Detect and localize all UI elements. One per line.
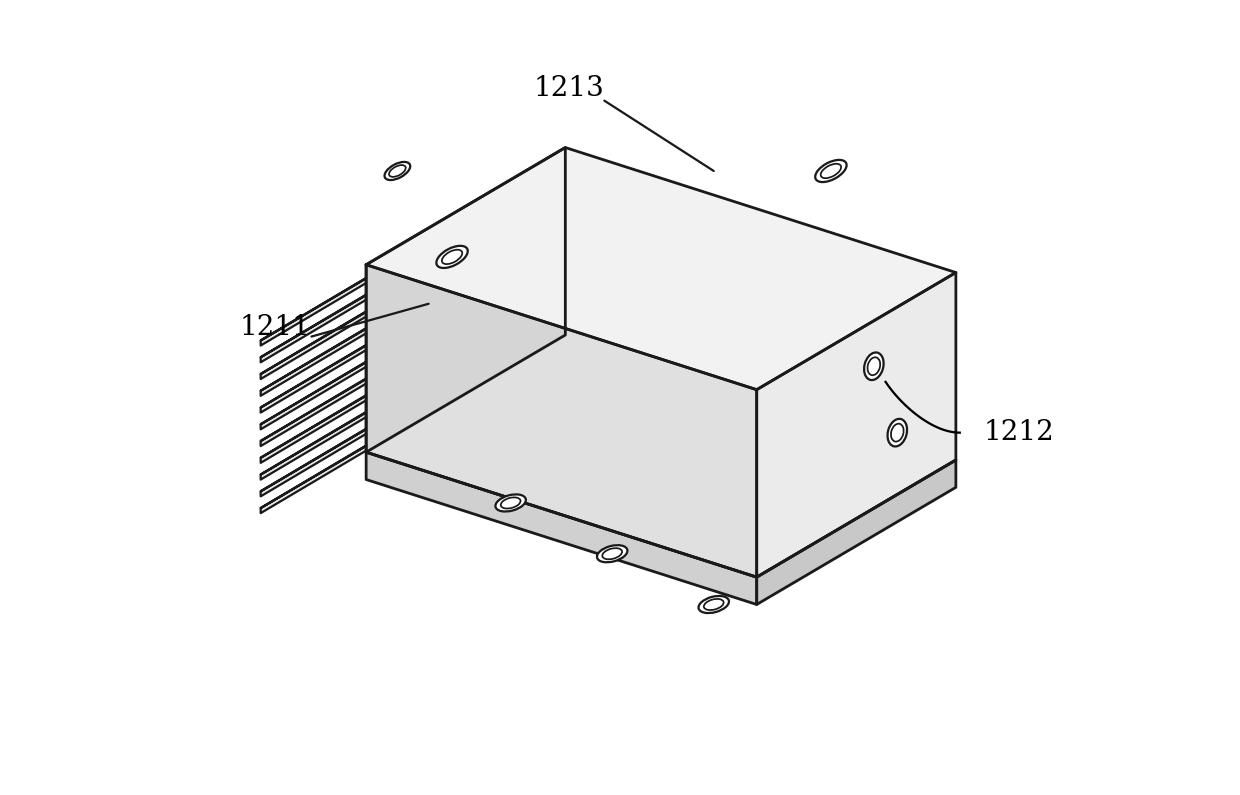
Ellipse shape: [596, 545, 627, 562]
Polygon shape: [366, 265, 756, 577]
Polygon shape: [260, 328, 565, 508]
Polygon shape: [260, 211, 565, 391]
Polygon shape: [260, 228, 565, 408]
Polygon shape: [260, 362, 366, 429]
Polygon shape: [260, 278, 366, 346]
Polygon shape: [260, 312, 366, 379]
Polygon shape: [260, 312, 565, 491]
Ellipse shape: [864, 352, 884, 380]
Ellipse shape: [888, 419, 906, 447]
Polygon shape: [260, 445, 366, 513]
Polygon shape: [260, 378, 366, 446]
Polygon shape: [260, 395, 366, 463]
Text: 1211: 1211: [239, 314, 310, 341]
Ellipse shape: [496, 494, 526, 511]
Polygon shape: [260, 295, 366, 363]
Polygon shape: [260, 295, 565, 475]
Polygon shape: [366, 148, 565, 452]
Ellipse shape: [384, 162, 410, 180]
Polygon shape: [366, 148, 956, 390]
Polygon shape: [260, 429, 366, 496]
Text: 1212: 1212: [983, 419, 1054, 446]
Polygon shape: [260, 194, 565, 374]
Polygon shape: [756, 273, 956, 577]
Ellipse shape: [815, 160, 847, 182]
Polygon shape: [260, 262, 565, 441]
Polygon shape: [260, 278, 565, 458]
Polygon shape: [260, 412, 366, 479]
Polygon shape: [260, 177, 565, 357]
Ellipse shape: [698, 596, 729, 613]
Polygon shape: [260, 328, 366, 396]
Polygon shape: [756, 460, 956, 604]
Polygon shape: [366, 452, 756, 604]
Polygon shape: [260, 345, 366, 413]
Text: 1213: 1213: [534, 76, 605, 103]
Polygon shape: [260, 161, 565, 340]
Ellipse shape: [436, 246, 467, 268]
Polygon shape: [260, 245, 565, 425]
